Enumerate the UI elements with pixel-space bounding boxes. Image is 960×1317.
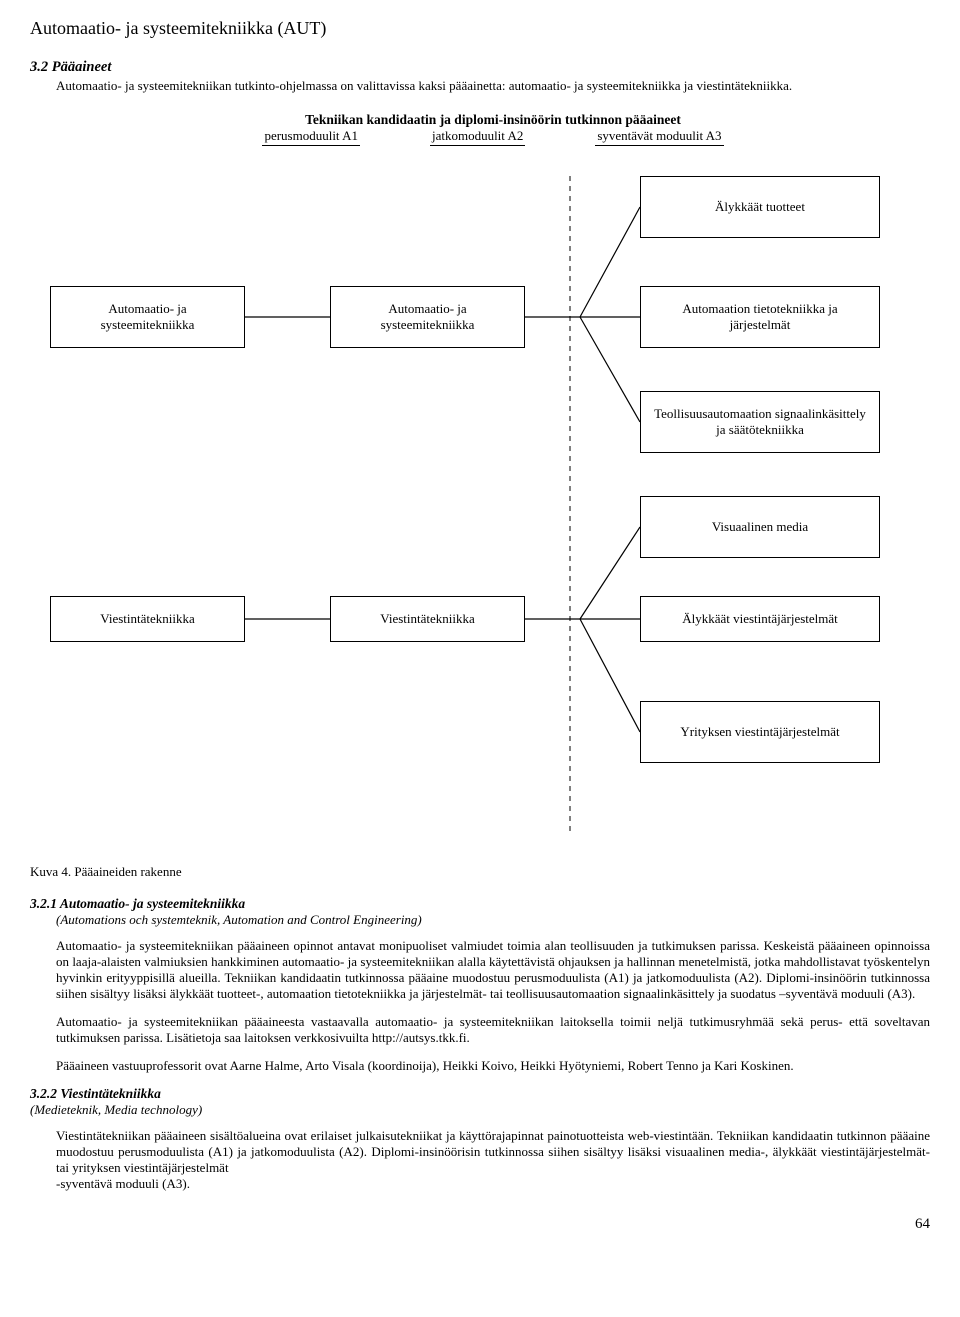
diagram-caption: Kuva 4. Pääaineiden rakenne xyxy=(30,864,930,880)
col-a3-label: syventävät moduulit A3 xyxy=(595,128,723,146)
section-3-2-1-p1: Automaatio- ja systeemitekniikan pääaine… xyxy=(56,938,930,1002)
section-3-2-1-p2: Automaatio- ja systeemitekniikan pääaine… xyxy=(56,1014,930,1046)
box-comm-1: Viestintätekniikka xyxy=(50,596,245,642)
page-title: Automaatio- ja systeemitekniikka (AUT) xyxy=(30,18,930,39)
section-3-2-2-p1: Viestintätekniikan pääaineen sisältöalue… xyxy=(56,1128,930,1176)
section-3-2-intro: Automaatio- ja systeemitekniikan tutkint… xyxy=(56,78,930,94)
box-auto-sys-1: Automaatio- ja systeemitekniikka xyxy=(50,286,245,348)
box-auto-it: Automaation tietotekniikka ja järjestelm… xyxy=(640,286,880,348)
section-3-2-1-heading: 3.2.1 Automaatio- ja systeemitekniikka xyxy=(30,896,930,912)
section-3-2-1-sub: (Automations och systemteknik, Automatio… xyxy=(56,912,930,928)
section-3-2-2-heading: 3.2.2 Viestintätekniikka xyxy=(30,1086,930,1102)
box-smart-comm: Älykkäät viestintäjärjestelmät xyxy=(640,596,880,642)
col-a1-label: perusmoduulit A1 xyxy=(262,128,360,146)
section-3-2-2-p2: -syventävä moduuli (A3). xyxy=(56,1176,930,1192)
box-signal: Teollisuusautomaation signaalinkäsittely… xyxy=(640,391,880,453)
box-comm-2: Viestintätekniikka xyxy=(330,596,525,642)
module-diagram: Älykkäät tuotteet Automaatio- ja systeem… xyxy=(40,176,920,846)
module-columns-row: perusmoduulit A1 jatkomoduulit A2 syvent… xyxy=(56,128,930,146)
section-3-2-heading: 3.2 Pääaineet xyxy=(30,59,930,76)
section-3-2-1-p3: Pääaineen vastuuprofessorit ovat Aarne H… xyxy=(56,1058,930,1074)
box-smart-products: Älykkäät tuotteet xyxy=(640,176,880,238)
page-number: 64 xyxy=(30,1216,930,1233)
box-auto-sys-2: Automaatio- ja systeemitekniikka xyxy=(330,286,525,348)
section-3-2-2-sub: (Medieteknik, Media technology) xyxy=(30,1102,930,1118)
diagram-header: Tekniikan kandidaatin ja diplomi-insinöö… xyxy=(56,112,930,128)
box-company-comm: Yrityksen viestintäjärjestelmät xyxy=(640,701,880,763)
box-visual-media: Visuaalinen media xyxy=(640,496,880,558)
col-a2-label: jatkomoduulit A2 xyxy=(430,128,525,146)
